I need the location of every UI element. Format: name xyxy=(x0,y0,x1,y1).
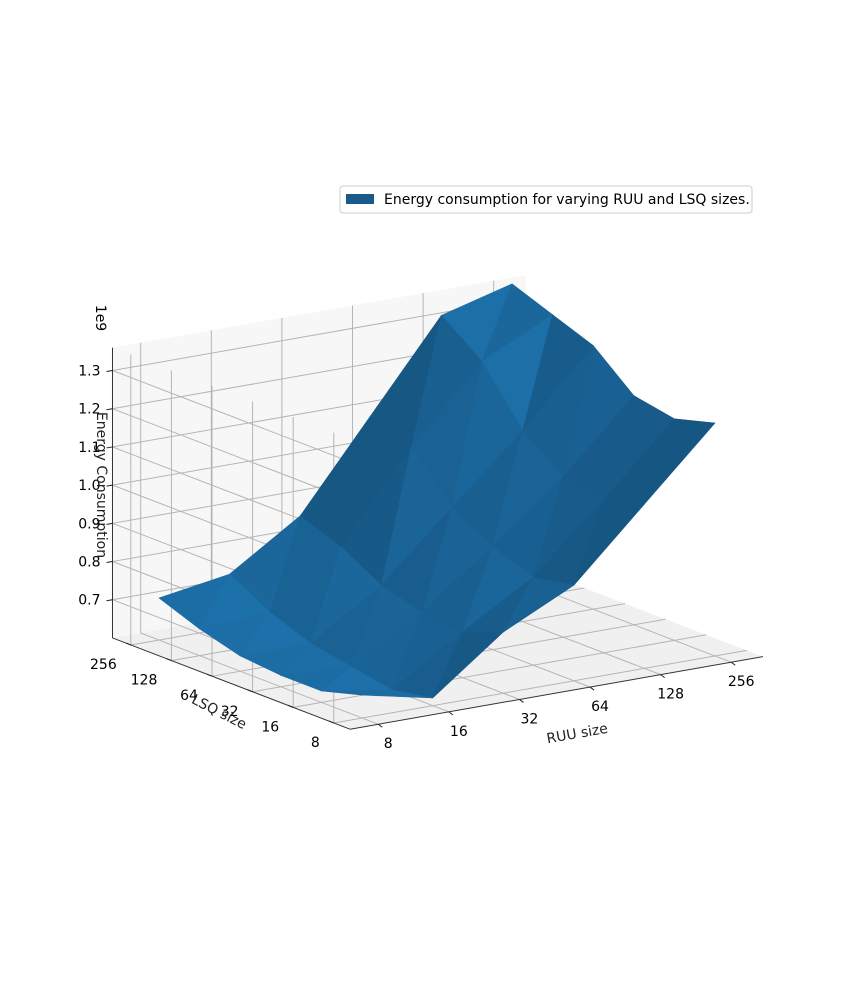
y-tick-mark xyxy=(206,673,213,677)
y-tick-label: 128 xyxy=(131,673,158,689)
y-tick-label: 256 xyxy=(90,657,117,673)
y-axis-line xyxy=(112,637,351,730)
legend-label: Energy consumption for varying RUU and L… xyxy=(384,192,750,208)
z-tick-mark xyxy=(106,370,113,373)
legend: Energy consumption for varying RUU and L… xyxy=(339,185,753,214)
surface-plot xyxy=(158,283,716,699)
x-tick-label: 16 xyxy=(450,724,468,740)
z-tick-label: 1.2 xyxy=(78,402,100,418)
x-tick-label: 32 xyxy=(521,711,539,727)
z-tick-label: 1.1 xyxy=(78,440,100,456)
tick-labels: 8 16 32 64 128 256 8 16 32 64 128 256 0.7 0.8 0.9 1.0 1.… xyxy=(78,364,754,753)
z-tick-mark xyxy=(106,408,113,411)
legend-swatch xyxy=(346,194,374,204)
z-tick-label: 0.9 xyxy=(78,516,100,532)
z-tick-label: 0.8 xyxy=(78,555,100,571)
z-offset-label: 1e9 xyxy=(92,305,108,331)
z-tick-label: 1.3 xyxy=(78,364,100,380)
y-axis-label: LSQ size xyxy=(189,692,249,733)
x-tick-mark xyxy=(519,699,524,703)
x-tick-mark xyxy=(377,723,383,728)
y-tick-mark xyxy=(166,658,172,662)
y-tick-label: 32 xyxy=(221,704,239,720)
axis-lines xyxy=(106,347,764,730)
x-axis-label: RUU size xyxy=(545,721,609,747)
z-tick-mark xyxy=(106,522,113,525)
y-tick-label: 8 xyxy=(311,735,320,751)
x-axis-line xyxy=(349,656,764,730)
y-tick-mark xyxy=(247,689,253,693)
x-tick-mark xyxy=(589,686,595,691)
z-tick-mark xyxy=(106,599,113,602)
x-tick-mark xyxy=(730,661,736,666)
z-tick-label: 1.0 xyxy=(78,478,100,494)
y-tick-label: 16 xyxy=(261,719,279,735)
z-tick-label: 0.7 xyxy=(78,593,100,609)
x-tick-mark xyxy=(448,711,454,716)
y-tick-mark xyxy=(125,642,131,646)
y-tick-label: 64 xyxy=(180,688,198,704)
x-tick-label: 8 xyxy=(384,736,393,752)
x-tick-label: 128 xyxy=(657,687,684,703)
x-tick-label: 256 xyxy=(728,674,755,690)
y-tick-mark xyxy=(328,720,334,724)
z-tick-mark xyxy=(106,484,113,487)
surface-facet xyxy=(573,499,646,586)
x-tick-mark xyxy=(660,674,665,679)
surface-facet xyxy=(361,689,433,699)
z-tick-mark xyxy=(106,561,113,564)
z-tick-mark xyxy=(106,446,113,449)
surface-facet xyxy=(502,576,575,633)
x-tick-label: 64 xyxy=(591,699,609,715)
surface-facet xyxy=(432,631,504,699)
x-grid-line xyxy=(140,342,379,725)
legend-frame xyxy=(339,185,753,214)
y-tick-mark xyxy=(287,704,294,708)
surface-facet xyxy=(644,418,716,505)
z-axis-label: Energy Consumption xyxy=(93,412,109,558)
